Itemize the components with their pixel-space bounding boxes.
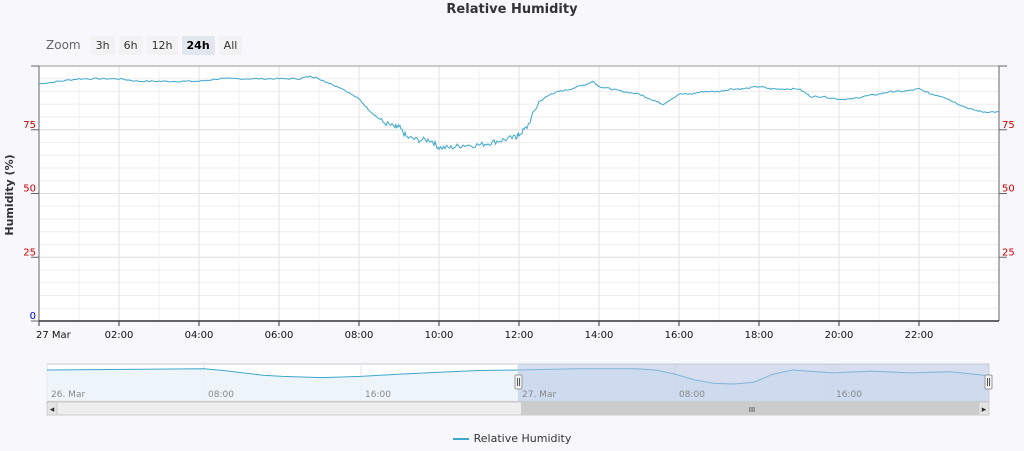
handle-box[interactable] [984, 374, 993, 390]
navigator-x-label: 16:00 [365, 390, 391, 400]
legend-item-label[interactable]: Relative Humidity [473, 432, 572, 445]
x-tick-label: 14:00 [585, 330, 614, 341]
navigator-right-handle[interactable] [984, 374, 993, 390]
zoom-3h-button[interactable]: 3h [90, 35, 115, 55]
chart-title: Relative Humidity [446, 2, 578, 17]
navigator-selection-mask[interactable] [518, 364, 989, 401]
handle-box[interactable] [514, 374, 523, 390]
legend-swatch [452, 437, 469, 440]
y-tick-label-left: 0 [30, 311, 36, 322]
legend[interactable]: Relative Humidity [0, 432, 1024, 445]
zoom-label: Zoom [46, 38, 81, 52]
x-tick-label: 16:00 [665, 330, 694, 341]
series-layer [38, 75, 1000, 151]
zoom-6h-button[interactable]: 6h [118, 35, 143, 55]
x-tick-label: 12:00 [505, 330, 534, 341]
navigator-x-label: 27. Mar [522, 390, 556, 400]
zoom-selector: Zoom 3h 6h 12h 24h All [46, 34, 243, 56]
y-axis-title: Humidity (%) [3, 154, 16, 235]
x-tick-label: 22:00 [905, 330, 934, 341]
navigator-x-label: 26. Mar [51, 390, 85, 400]
x-tick-label: 18:00 [745, 330, 774, 341]
x-tick-label: 06:00 [265, 330, 294, 341]
x-tick-label: 02:00 [105, 330, 134, 341]
grid [39, 65, 999, 321]
scroll-right-button[interactable] [978, 401, 990, 416]
navigator[interactable]: 26. Mar 08:00 16:00 27. Mar 08:00 16:00 [46, 364, 993, 401]
zoom-12h-button[interactable]: 12h [146, 35, 178, 55]
y-tick-label-left: 50 [23, 184, 36, 195]
x-tick-label: 10:00 [425, 330, 454, 341]
y-tick-label-left: 25 [23, 247, 36, 258]
y-tick-label-right: 50 [1002, 184, 1015, 195]
axis-labels: 0 25 50 75 25 50 75 27 Mar 02:00 04:00 06:00 08:00 1… [23, 65, 1015, 341]
scroll-right-arrow-icon[interactable]: ▸ [982, 405, 987, 415]
x-tick-label: 20:00 [825, 330, 854, 341]
scrollbar-grip-icon[interactable]: III [749, 406, 755, 414]
y-tick-label-left: 75 [23, 120, 36, 131]
zoom-24h-button[interactable]: 24h [181, 35, 215, 55]
scroll-left-button[interactable] [46, 401, 58, 416]
series-line-relative-humidity[interactable] [38, 75, 1000, 151]
x-tick-label: 08:00 [345, 330, 374, 341]
scroll-left-arrow-icon[interactable]: ◂ [50, 405, 55, 415]
navigator-x-label: 16:00 [836, 390, 862, 400]
y-tick-label-right: 25 [1002, 247, 1015, 258]
navigator-x-label: 08:00 [679, 390, 705, 400]
y-tick-label-right: 75 [1002, 120, 1015, 131]
scrollbar-thumb[interactable] [521, 402, 984, 415]
navigator-left-handle[interactable] [514, 374, 523, 390]
x-tick-label: 27 Mar [36, 330, 72, 341]
zoom-all-button[interactable]: All [218, 35, 243, 55]
x-tick-label: 04:00 [185, 330, 214, 341]
navigator-x-label: 08:00 [208, 390, 234, 400]
